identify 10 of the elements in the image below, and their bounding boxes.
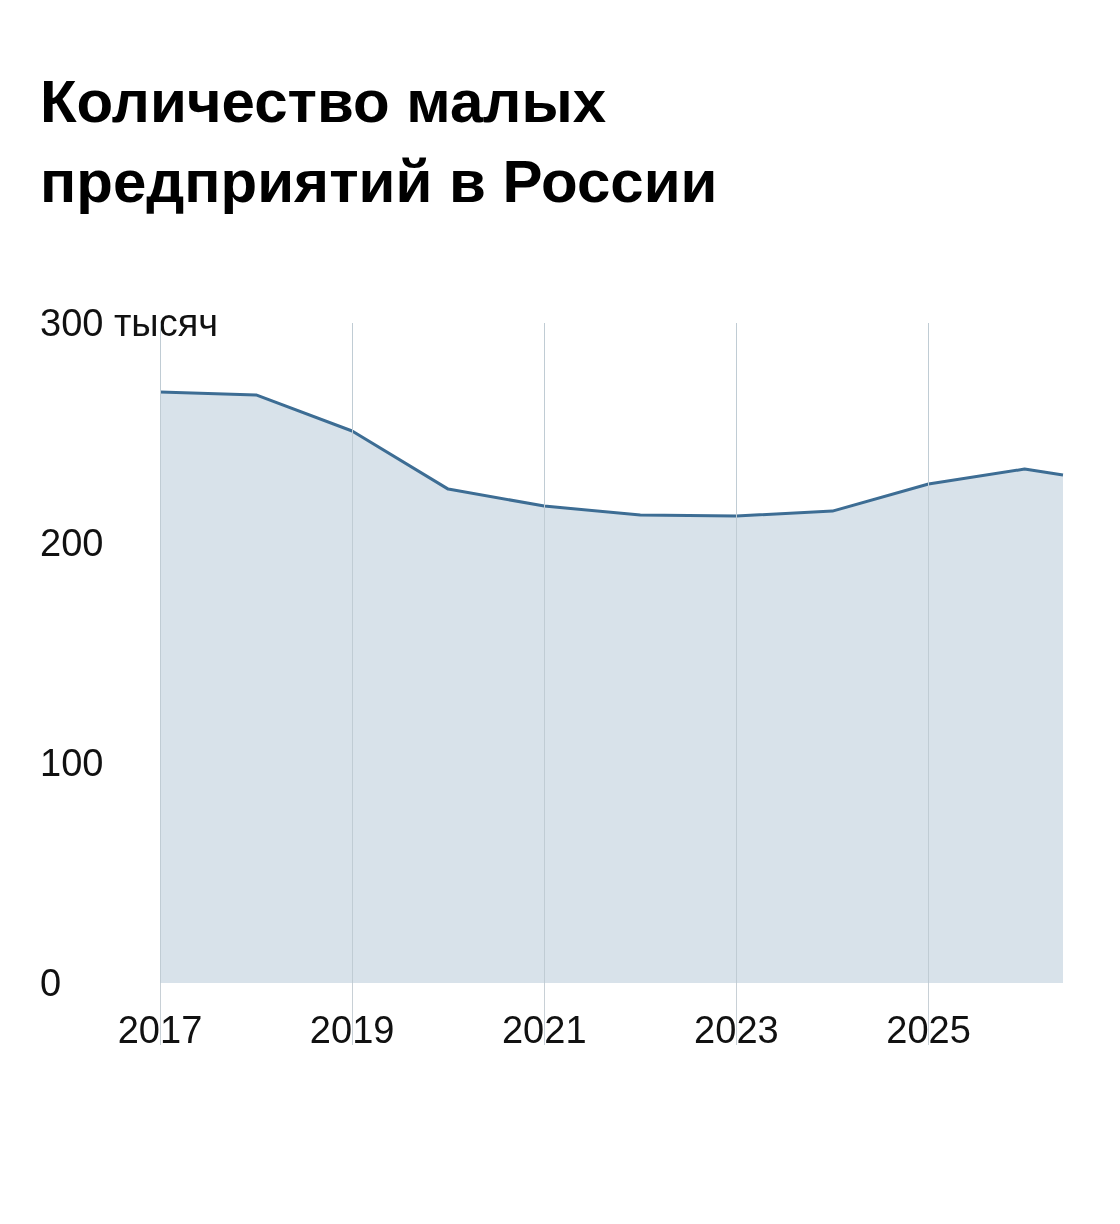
y-tick-label: 0 bbox=[40, 962, 62, 1004]
chart-title: Количество малых предприятий в России bbox=[40, 67, 719, 217]
x-tick-label: 2021 bbox=[501, 1009, 587, 1051]
x-tick-label: 2019 bbox=[309, 1009, 395, 1051]
x-tick-label: 2025 bbox=[886, 1009, 971, 1051]
y-tick-label: 300 тысяч bbox=[40, 302, 219, 344]
y-tick-label: 100 bbox=[40, 742, 104, 784]
y-tick-label: 200 bbox=[40, 522, 104, 564]
x-tick-label: 2017 bbox=[117, 1009, 203, 1051]
x-tick-label: 2023 bbox=[694, 1009, 779, 1051]
